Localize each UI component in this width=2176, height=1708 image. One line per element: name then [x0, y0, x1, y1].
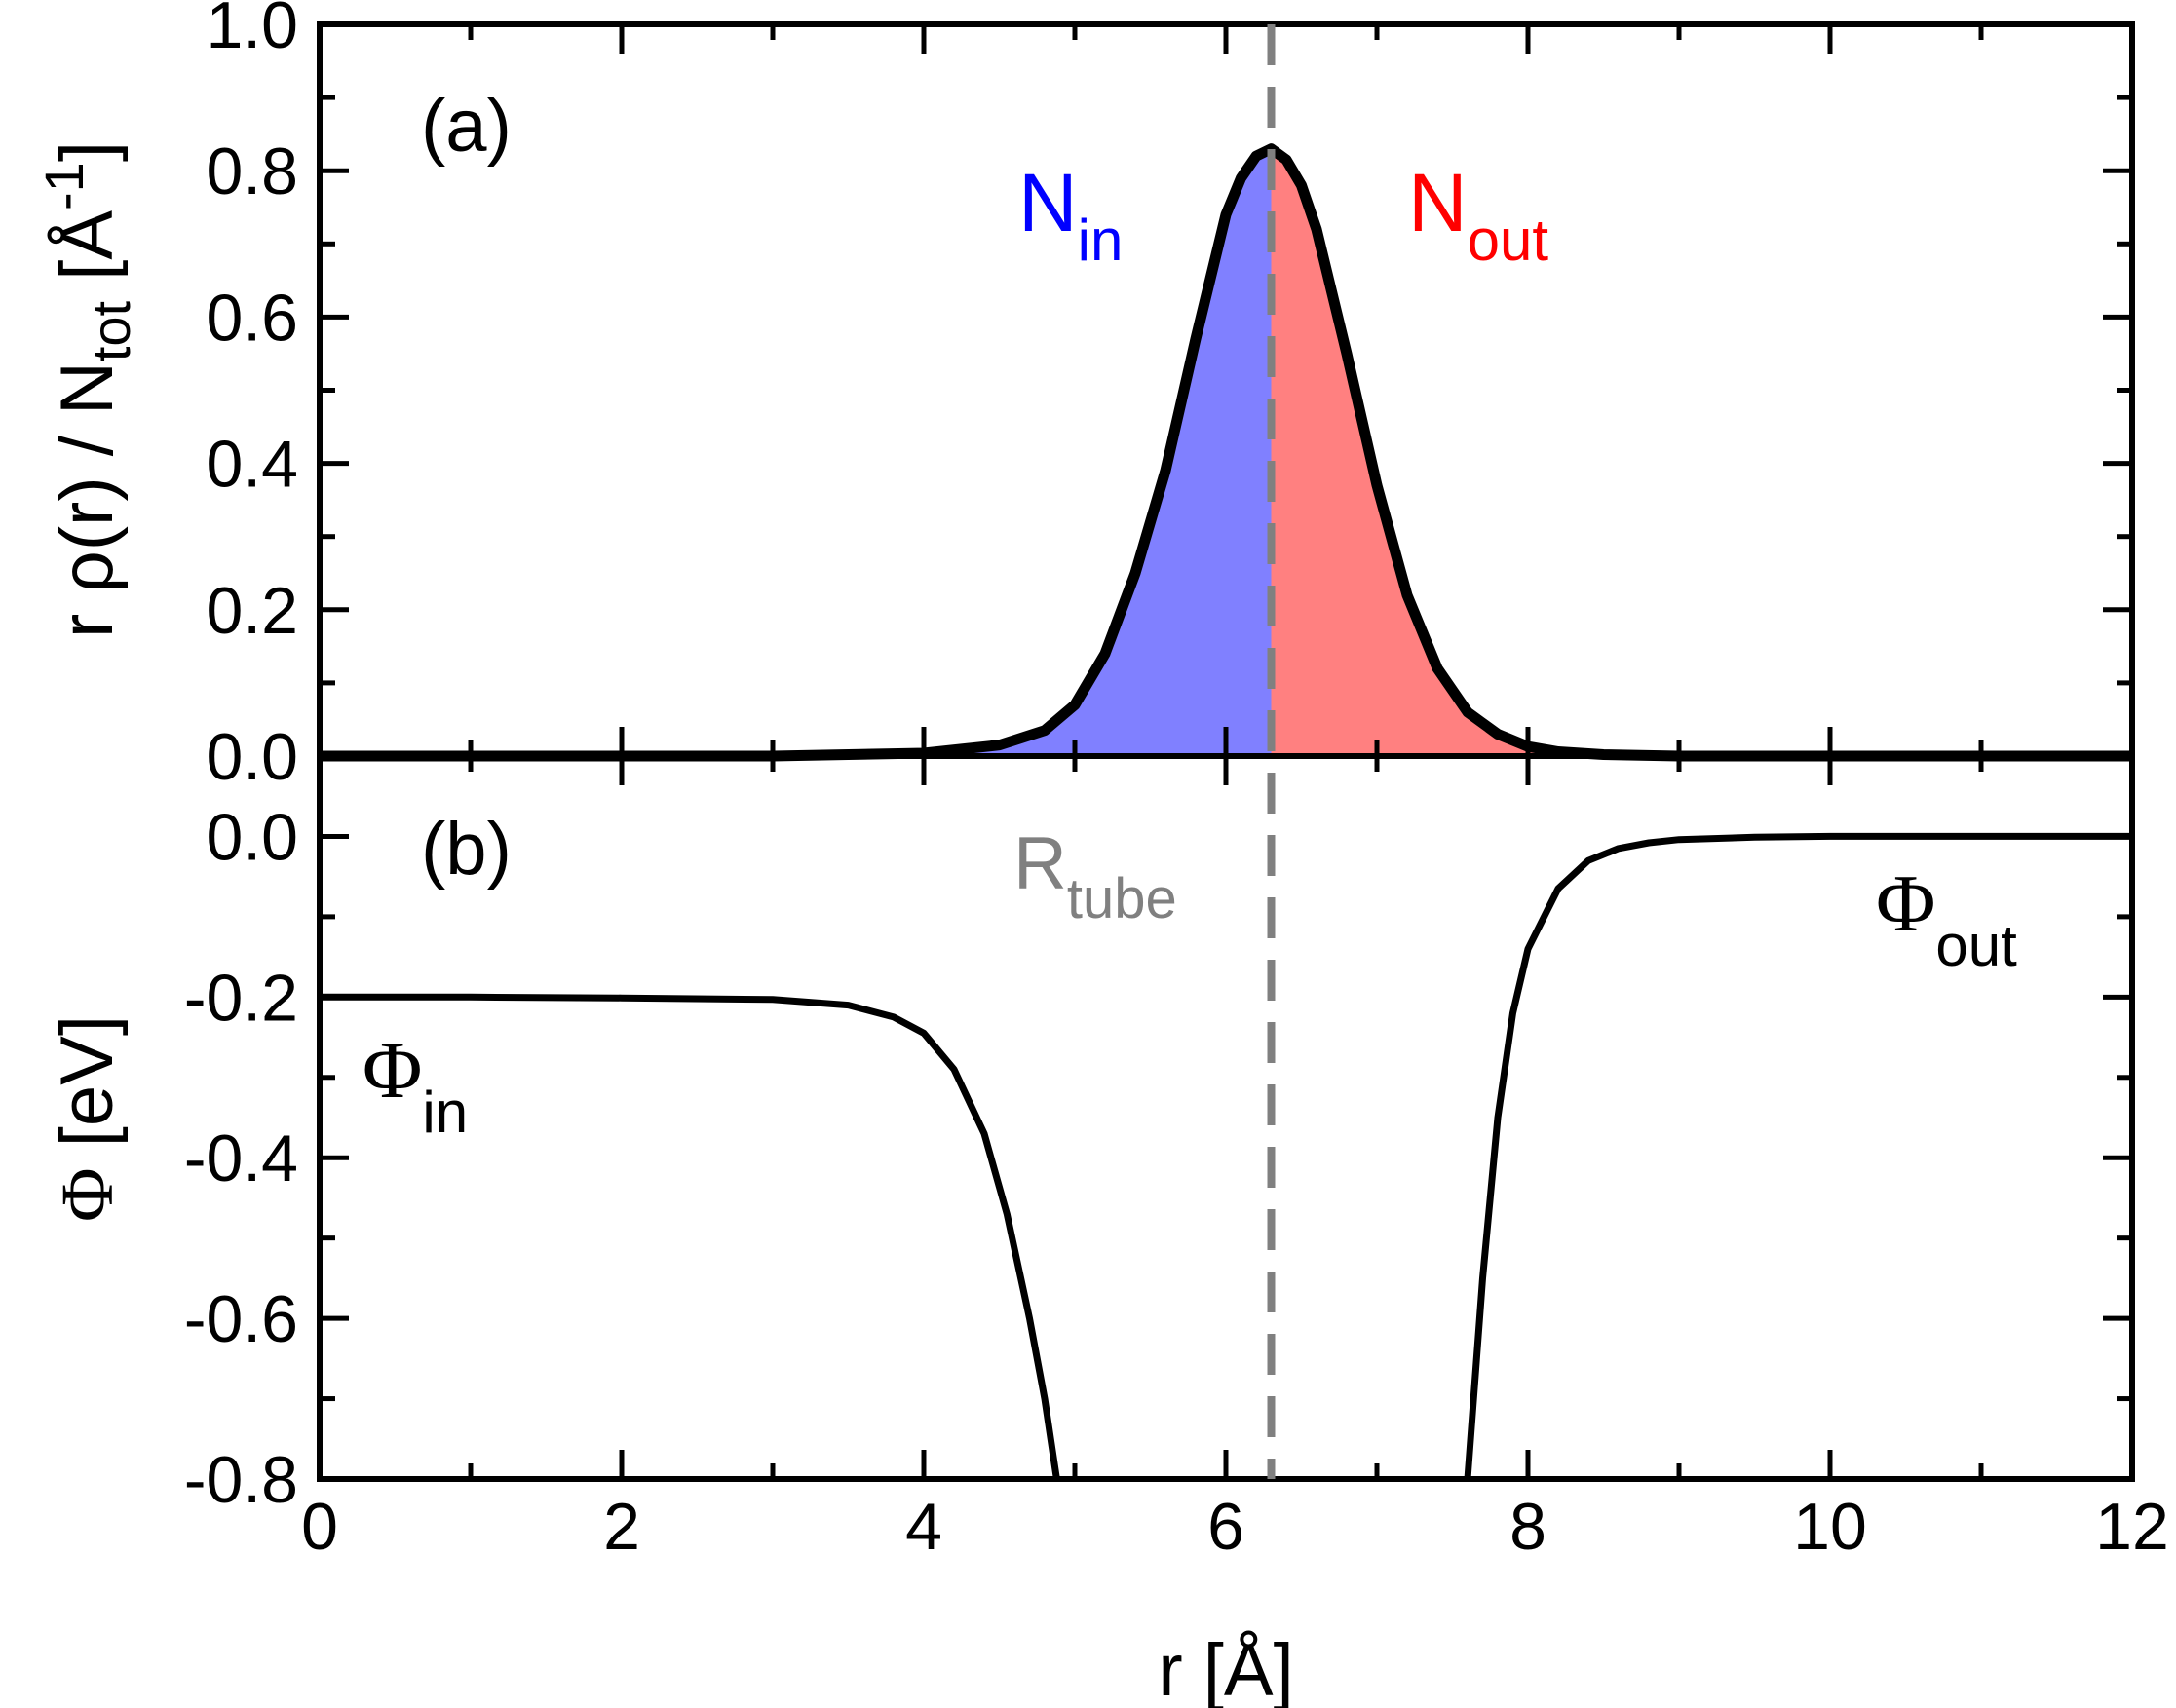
x-axis-label: r [Å] [1158, 1629, 1293, 1708]
n-in-annotation: Nin [1018, 157, 1123, 273]
panel-a-ylabel-part1: r ρ(r) / N [46, 361, 129, 638]
phi-out-annotation: Φout [1876, 858, 2017, 978]
x-tick-label: 6 [1207, 1490, 1244, 1564]
r-tube-main: R [1013, 822, 1067, 905]
x-tick-label: 0 [301, 1490, 338, 1564]
panel-b-y-tick-label: -0.2 [184, 961, 298, 1035]
panel-b [317, 753, 2135, 1482]
density-curve [320, 143, 2132, 762]
phi-in-sub: in [422, 1080, 468, 1145]
x-axis-label-close: ] [1274, 1629, 1294, 1708]
n-out-sub: out [1468, 208, 1549, 273]
panel-b-ylabel: Φ [eV] [46, 1015, 129, 1222]
panel-a-y-tick-label: 1.0 [206, 0, 298, 62]
x-axis-label-unit: Å [1224, 1629, 1274, 1708]
panel-a-ylabel-part3: ] [46, 141, 129, 162]
panel-a-y-tick-label: 0.0 [206, 720, 298, 794]
potential-curve-outer [1464, 832, 2132, 1480]
panel-b-ylabel-phi: Φ [47, 1167, 129, 1222]
panel-a-y-tick-label: 0.8 [206, 134, 298, 209]
panel-a-y-tick-label: 0.6 [206, 281, 298, 355]
phi-out-sub: out [1935, 913, 2017, 978]
panel-a-ylabel-sub: tot [80, 300, 141, 361]
tick-labels: 0 2 4 6 8 10 12 0.0 0.2 0.4 0.6 0.8 1.0 0.0 -0.2 -0.4 -0… [184, 0, 2169, 1564]
n-out-annotation: Nout [1408, 157, 1548, 273]
potential-curve-inner [320, 993, 1060, 1480]
x-tick-label: 12 [2095, 1490, 2169, 1564]
phi-in-annotation: Φin [363, 1025, 468, 1145]
x-tick-label: 10 [1793, 1490, 1867, 1564]
x-axis-label-main: r [ [1158, 1629, 1224, 1708]
panel-a [317, 21, 2135, 762]
panel-b-label: (b) [421, 808, 512, 891]
x-tick-label: 2 [603, 1490, 640, 1564]
panel-b-ticks [317, 753, 2135, 1482]
panel-a-ylabel-part2: [Å [46, 210, 129, 301]
n-in-fill [773, 148, 1272, 756]
n-out-fill [1271, 148, 1679, 756]
panel-b-y-tick-label: -0.8 [184, 1443, 298, 1517]
n-in-main: N [1018, 157, 1078, 248]
panel-b-y-tick-label: -0.4 [184, 1121, 298, 1196]
n-in-sub: in [1078, 208, 1124, 273]
panel-b-y-tick-label: 0.0 [206, 800, 298, 874]
panel-b-ylabel-rest: [eV] [46, 1015, 129, 1167]
panel-a-ylabel: r ρ(r) / Ntot [Å-1] [33, 141, 141, 638]
panel-b-y-tick-label: -0.6 [184, 1282, 298, 1356]
panel-a-y-tick-label: 0.4 [206, 428, 298, 502]
panel-a-y-tick-label: 0.2 [206, 574, 298, 648]
panel-b-frame [317, 753, 2135, 1482]
n-out-main: N [1408, 157, 1468, 248]
phi-in-main: Φ [363, 1025, 422, 1116]
phi-out-main: Φ [1876, 858, 1935, 949]
panel-a-label: (a) [421, 85, 512, 168]
r-tube-annotation: Rtube [1013, 822, 1177, 930]
r-tube-sub: tube [1067, 867, 1177, 930]
x-tick-label: 8 [1509, 1490, 1546, 1564]
panel-a-ylabel-sup: -1 [33, 162, 95, 210]
x-tick-label: 4 [905, 1490, 942, 1564]
